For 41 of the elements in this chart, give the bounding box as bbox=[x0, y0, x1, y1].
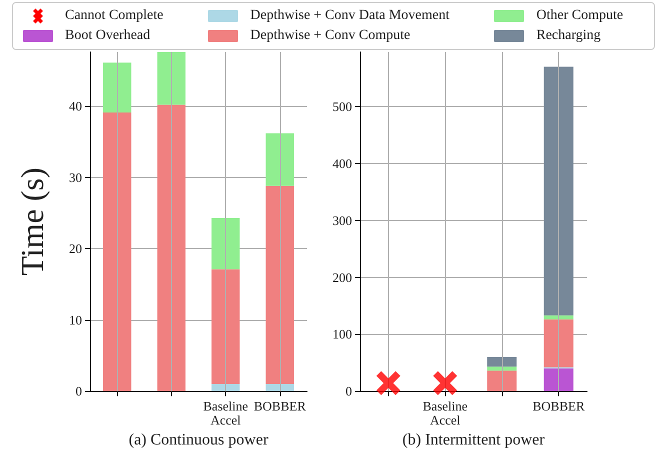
bar bbox=[212, 218, 240, 270]
y-tick-label: 400 bbox=[332, 156, 352, 172]
x-tick-label: BOBBER bbox=[254, 398, 306, 414]
x-axis-title: (a) Continuous power bbox=[128, 432, 269, 448]
legend-label: Depthwise + Conv Data Movement bbox=[250, 8, 450, 24]
x-axis-title: (b) Intermittent power bbox=[402, 432, 546, 448]
y-tick-label: 0 bbox=[76, 384, 82, 399]
bar bbox=[487, 366, 517, 371]
legend-label: Boot Overhead bbox=[65, 28, 150, 44]
bar bbox=[157, 104, 186, 392]
bar bbox=[487, 370, 517, 392]
bar bbox=[487, 356, 517, 367]
bar bbox=[103, 62, 132, 113]
y-tick-label: 100 bbox=[332, 326, 352, 342]
bar bbox=[544, 315, 574, 320]
bar bbox=[103, 112, 132, 392]
x-tick-label: BOBBER bbox=[532, 398, 585, 414]
bar bbox=[544, 66, 574, 316]
bar bbox=[544, 368, 574, 392]
y-tick-label: 10 bbox=[69, 312, 82, 328]
bar bbox=[157, 52, 186, 105]
bar bbox=[212, 269, 240, 384]
bar bbox=[544, 319, 574, 368]
legend-label: Recharging bbox=[536, 28, 601, 44]
legend-label: Other Compute bbox=[536, 8, 624, 24]
bar bbox=[266, 186, 294, 384]
y-tick-label: 30 bbox=[69, 170, 82, 185]
legend-label: Cannot Complete bbox=[65, 8, 164, 24]
y-tick-label: 20 bbox=[69, 241, 82, 256]
bar bbox=[266, 384, 294, 392]
x-tick-label: Baseline Accel bbox=[422, 398, 468, 428]
y-tick-label: 300 bbox=[332, 212, 352, 228]
y-tick-label: 0 bbox=[346, 384, 352, 399]
bar bbox=[266, 133, 294, 186]
legend-label: Depthwise + Conv Compute bbox=[250, 28, 410, 44]
y-tick-label: 500 bbox=[332, 99, 352, 114]
y-tick-label: 200 bbox=[332, 270, 352, 285]
x-tick-label: Baseline Accel bbox=[203, 398, 248, 428]
bar bbox=[212, 384, 240, 392]
y-axis-title: Time (s) bbox=[14, 167, 50, 276]
y-tick-label: 40 bbox=[69, 98, 82, 114]
